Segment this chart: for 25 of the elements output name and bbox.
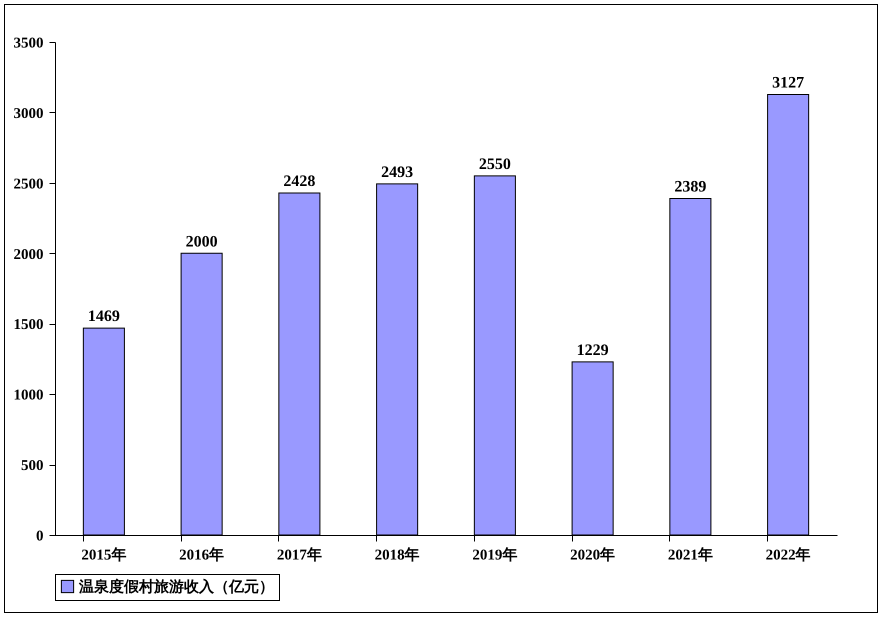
data-label: 3127 bbox=[772, 74, 804, 92]
x-tick-label: 2018年 bbox=[374, 546, 420, 564]
legend-label: 温泉度假村旅游收入（亿元） bbox=[78, 578, 274, 596]
x-tick-label: 2021年 bbox=[668, 546, 713, 564]
x-tick-label: 2016年 bbox=[179, 546, 224, 564]
x-tick-label: 2020年 bbox=[570, 546, 616, 564]
x-tick-label: 2015年 bbox=[81, 546, 126, 564]
data-label: 2389 bbox=[674, 178, 706, 196]
x-tick-label: 2022年 bbox=[766, 546, 811, 564]
y-tick-label: 500 bbox=[21, 458, 44, 474]
y-tick-label: 0 bbox=[36, 528, 44, 544]
data-label: 2428 bbox=[283, 173, 316, 190]
x-tick-label: 2019年 bbox=[472, 546, 518, 564]
data-label: 1229 bbox=[576, 342, 609, 359]
y-tick-label: 3000 bbox=[14, 106, 44, 122]
data-label: 1469 bbox=[88, 308, 120, 326]
y-tick-label: 2000 bbox=[14, 246, 44, 263]
y-tick-label: 2500 bbox=[14, 176, 44, 192]
data-label: 2000 bbox=[186, 233, 218, 250]
y-tick-label: 1000 bbox=[14, 388, 44, 404]
y-tick-label: 3500 bbox=[14, 36, 44, 52]
data-label: 2493 bbox=[381, 164, 414, 181]
y-tick-label: 1500 bbox=[14, 317, 44, 334]
data-label: 2550 bbox=[478, 156, 511, 173]
x-tick-label: 2017年 bbox=[276, 546, 322, 564]
